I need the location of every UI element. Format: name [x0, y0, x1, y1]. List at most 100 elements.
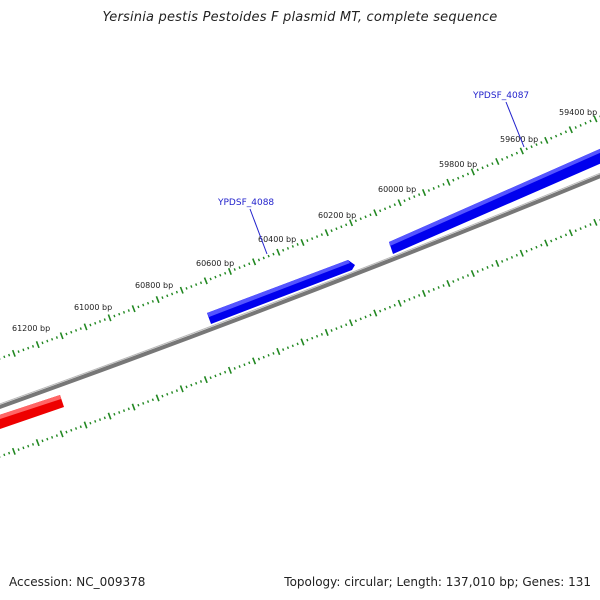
minor-tick	[51, 337, 54, 341]
scale-label: 59400 bp	[559, 108, 597, 117]
major-tick	[35, 439, 40, 447]
minor-tick	[330, 329, 333, 332]
minor-tick	[291, 245, 294, 248]
gene-label-group-ypdsf-4088[interactable]: YPDSF_4088	[217, 198, 274, 255]
gene-feature-reverse[interactable]	[0, 395, 64, 431]
minor-tick	[142, 402, 145, 405]
minor-tick	[282, 348, 285, 351]
gene-feature-ypdsf-4087[interactable]	[389, 140, 600, 254]
minor-tick	[550, 136, 553, 140]
major-tick	[11, 447, 16, 455]
minor-tick	[8, 451, 11, 455]
minor-tick	[574, 126, 577, 129]
minor-tick	[530, 145, 533, 149]
minor-tick	[359, 217, 362, 221]
minor-tick	[214, 275, 217, 279]
minor-tick	[461, 174, 465, 178]
major-tick	[107, 412, 112, 420]
minor-tick	[457, 176, 460, 180]
minor-tick	[238, 365, 241, 368]
major-tick	[446, 178, 451, 186]
minor-tick	[584, 225, 587, 228]
gene-label-leader-line	[505, 101, 525, 148]
minor-tick	[427, 290, 431, 293]
minor-tick	[185, 287, 188, 290]
minor-tick	[257, 258, 261, 262]
sequence-backbone	[0, 174, 600, 409]
major-tick	[300, 338, 305, 346]
minor-tick	[8, 353, 11, 357]
minor-tick	[335, 327, 338, 330]
minor-tick	[311, 237, 314, 240]
minor-tick	[296, 342, 299, 346]
minor-tick	[525, 249, 528, 253]
major-tick	[252, 357, 257, 365]
major-tick	[544, 136, 549, 144]
minor-tick	[388, 305, 392, 309]
major-tick	[421, 289, 427, 297]
major-tick	[155, 296, 160, 304]
minor-tick	[364, 215, 367, 219]
minor-tick	[359, 317, 362, 321]
minor-tick	[432, 187, 435, 190]
minor-tick	[418, 294, 421, 297]
minor-tick	[296, 243, 299, 246]
major-tick	[179, 286, 184, 294]
minor-tick	[457, 278, 460, 281]
minor-tick	[306, 239, 309, 242]
minor-tick	[46, 437, 49, 441]
minor-tick	[579, 227, 582, 231]
scale-label: 61200 bp	[12, 324, 50, 333]
major-tick	[83, 421, 88, 429]
major-tick	[324, 328, 329, 336]
minor-tick	[286, 246, 290, 250]
major-tick	[373, 309, 378, 317]
minor-tick	[175, 290, 178, 294]
major-tick	[227, 267, 232, 275]
minor-tick	[224, 370, 227, 374]
minor-tick	[103, 318, 106, 321]
major-tick	[495, 157, 500, 166]
major-tick	[397, 199, 402, 207]
map-title: Yersinia pestis Pestoides F plasmid MT, …	[102, 10, 498, 25]
minor-tick	[379, 209, 382, 213]
minor-tick	[166, 294, 169, 298]
major-tick	[470, 269, 475, 278]
minor-tick	[486, 164, 489, 168]
gene-feature-ypdsf-4088[interactable]	[207, 260, 355, 324]
minor-tick	[238, 266, 241, 269]
gene-label[interactable]: YPDSF_4088	[217, 198, 274, 208]
minor-tick	[161, 296, 164, 300]
minor-tick	[89, 323, 92, 327]
minor-tick	[476, 168, 479, 172]
major-tick	[11, 349, 16, 357]
major-tick	[324, 229, 329, 237]
major-tick	[470, 168, 475, 176]
minor-tick	[345, 223, 348, 227]
minor-tick	[199, 380, 203, 383]
minor-tick	[161, 394, 164, 398]
minor-tick	[3, 355, 6, 359]
minor-tick	[199, 281, 203, 285]
sequence-backbone-highlight	[0, 172, 600, 405]
minor-tick	[320, 332, 323, 336]
minor-tick	[137, 305, 140, 309]
minor-tick	[330, 229, 333, 233]
minor-tick	[315, 235, 319, 238]
major-tick	[276, 347, 281, 356]
minor-tick	[55, 434, 58, 437]
minor-tick	[171, 391, 174, 394]
major-tick	[373, 209, 378, 217]
minor-tick	[559, 132, 563, 136]
minor-tick	[408, 197, 411, 201]
sequence-summary: Topology: circular; Length: 137,010 bp; …	[284, 575, 591, 589]
gene-label-group-ypdsf-4087[interactable]: YPDSF_4087	[472, 91, 529, 148]
minor-tick	[311, 336, 314, 340]
major-tick	[300, 238, 305, 247]
minor-tick	[142, 303, 145, 307]
minor-tick	[393, 203, 396, 207]
major-tick	[348, 219, 354, 227]
minor-tick	[550, 239, 553, 243]
gene-label[interactable]: YPDSF_4087	[472, 91, 529, 101]
minor-tick	[408, 297, 411, 301]
